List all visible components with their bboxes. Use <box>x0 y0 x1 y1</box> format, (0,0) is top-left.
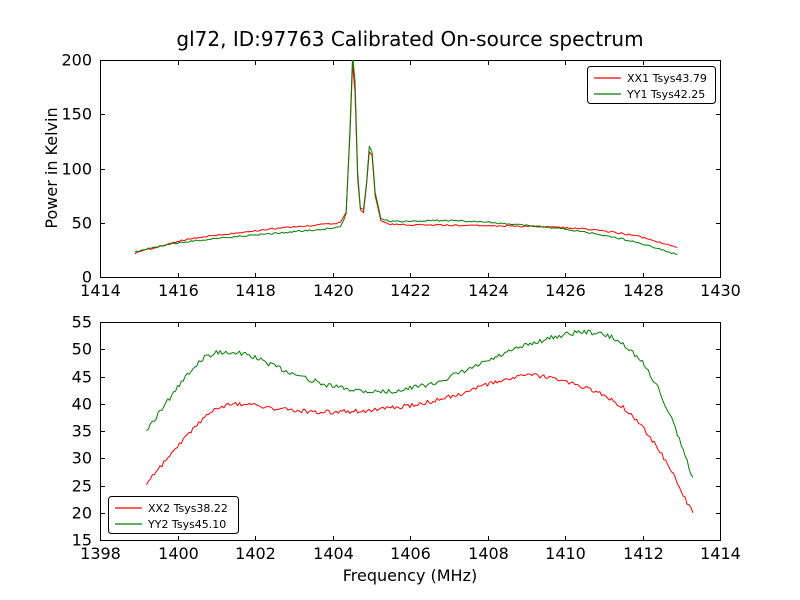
x-tick-label: 1428 <box>623 281 664 300</box>
y-tick-label: 20 <box>72 504 92 523</box>
y-tick-label: 50 <box>72 214 92 233</box>
x-tick-label: 1410 <box>545 544 586 563</box>
series-line-xx1 <box>134 63 678 255</box>
x-tick-label: 1400 <box>158 544 199 563</box>
y-tick-label: 55 <box>72 313 92 332</box>
y-tick-label: 40 <box>72 395 92 414</box>
x-tick-label: 1406 <box>390 544 431 563</box>
y-tick-label: 100 <box>61 160 92 179</box>
y-tick-label: 15 <box>72 531 92 550</box>
x-tick-label: 1420 <box>313 281 354 300</box>
x-tick-label: 1414 <box>700 544 741 563</box>
x-axis-label: Frequency (MHz) <box>343 566 477 585</box>
x-tick-label: 1424 <box>468 281 509 300</box>
y-tick-label: 35 <box>72 422 92 441</box>
x-tick-label: 1416 <box>158 281 199 300</box>
axes-frame-0 <box>100 60 721 278</box>
x-tick-label: 1404 <box>313 544 354 563</box>
legend-label-xx2: XX2 Tsys38.22 <box>148 502 228 515</box>
series-line-xx2 <box>146 373 694 513</box>
plot-layer: 1414 1416 1418 1420 1422 1424 1426 1428 1430 0 50 1… <box>61 51 740 564</box>
y-tick-label: 50 <box>72 340 92 359</box>
legend-top: XX1 Tsys43.79 YY1 Tsys42.25 <box>587 66 716 104</box>
y-tick-label: 200 <box>61 51 92 70</box>
legend-label-xx1: XX1 Tsys43.79 <box>627 72 707 85</box>
legend-bottom: XX2 Tsys38.22 YY2 Tsys45.10 <box>108 496 239 534</box>
series-line-yy1 <box>134 60 678 256</box>
axes-frame-1 <box>100 322 721 541</box>
y-tick-label: 25 <box>72 477 92 496</box>
x-tick-label: 1418 <box>235 281 276 300</box>
chart-title: gl72, ID:97763 Calibrated On-source spec… <box>176 27 643 51</box>
x-tick-label: 1402 <box>235 544 276 563</box>
x-tick-label: 1422 <box>390 281 431 300</box>
y-tick-label: 30 <box>72 449 92 468</box>
series-line-yy2 <box>146 329 694 478</box>
x-tick-label: 1412 <box>623 544 664 563</box>
x-tick-label: 1414 <box>80 281 121 300</box>
y-axis-label: Power in Kelvin <box>42 107 61 228</box>
x-tick-label: 1430 <box>700 281 741 300</box>
y-tick-label: 0 <box>82 268 92 287</box>
y-tick-label: 150 <box>61 105 92 124</box>
legend-label-yy1: YY1 Tsys42.25 <box>626 88 705 101</box>
x-tick-label: 1398 <box>80 544 121 563</box>
y-tick-label: 45 <box>72 368 92 387</box>
legend-label-yy2: YY2 Tsys45.10 <box>147 518 226 531</box>
x-tick-label: 1426 <box>545 281 586 300</box>
x-tick-label: 1408 <box>468 544 509 563</box>
